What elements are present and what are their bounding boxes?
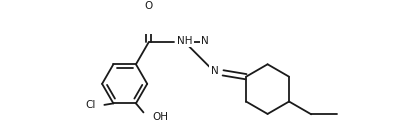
- Text: OH: OH: [152, 112, 168, 122]
- Text: N: N: [201, 36, 209, 46]
- Text: Cl: Cl: [85, 100, 95, 110]
- Text: N: N: [211, 66, 219, 76]
- Text: NH: NH: [177, 36, 193, 46]
- Text: O: O: [144, 1, 153, 11]
